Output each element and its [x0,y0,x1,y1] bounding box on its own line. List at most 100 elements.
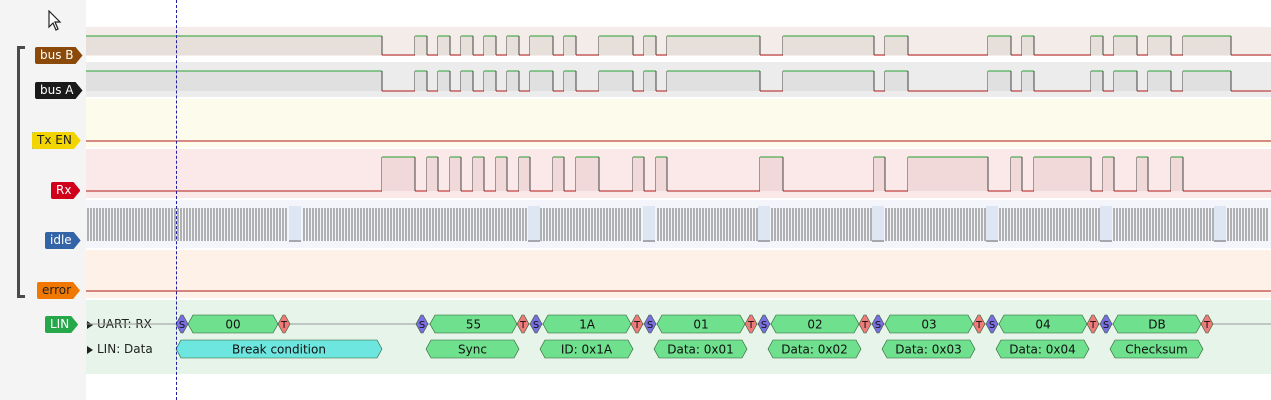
lin-field-label: ID: 0x1A [561,343,613,357]
uart-byte-label: 55 [466,318,481,332]
uart-start-marker [985,314,999,334]
channel-tag-bus-a[interactable]: bus A [35,82,83,99]
rx-high-fill [908,157,988,191]
time-cursor[interactable] [176,0,177,400]
rx-high-fill [1137,157,1148,191]
rx-high-fill [1171,157,1183,191]
uart-start-marker [643,314,657,334]
uart-stop-marker-label: T [280,320,288,331]
uart-stop-marker [744,314,758,334]
bus-b-wave-high-fill [484,36,496,55]
lin-lane [86,300,1271,374]
bus-a-wave-high-fill [1148,71,1171,91]
bus-a-wave-high-fill [438,71,450,91]
rx-high-fill [656,157,667,191]
rx-high-fill [760,157,783,191]
lin-field [1109,339,1204,359]
uart-start-marker-label: S [533,320,539,331]
bus-a-wave-high-fill [1022,71,1034,91]
uart-stop-marker [1086,314,1100,334]
bus-b-wave-high-fill [1022,36,1034,55]
uart-byte-label: 02 [807,318,822,332]
bus-b-wave-high-fill [1183,36,1231,55]
uart-start-marker-label: S [989,320,995,331]
lin-field-label: Break condition [232,343,326,357]
bus-b-wave-high-fill [667,36,760,55]
rx-high-fill [553,157,564,191]
rx-high-fill [1011,157,1022,191]
uart-byte-label: 01 [693,318,708,332]
uart-start-marker-label: S [875,320,881,331]
uart-start-marker-label: S [179,320,185,331]
uart-stop-marker-label: T [861,320,869,331]
bus-b-wave-high-fill [988,36,1011,55]
uart-start-marker [1099,314,1113,334]
lin-field-label: Data: 0x04 [1009,343,1076,357]
expand-triangle-icon[interactable] [87,345,93,354]
uart-byte-label: 00 [225,318,240,332]
uart-stop-marker [516,314,530,334]
bus-a-wave-high-fill [599,71,633,91]
lin-field [995,339,1090,359]
idle-gap [986,206,998,242]
decoder-lin-data[interactable]: LIN: Data [87,341,153,357]
uart-stop-marker [1200,314,1214,334]
idle-gap [758,206,770,242]
lin-field [767,339,862,359]
decoder-lin-data-label: LIN: Data [97,342,153,356]
idle-gap [528,206,540,242]
bus-a-wave-high-fill [1183,71,1231,91]
bus-a-wave-high-fill [484,71,496,91]
channel-tag-bus-b[interactable]: bus B [35,47,83,64]
rx-high-fill [496,157,507,191]
lin-field [425,339,520,359]
uart-byte-label: DB [1148,318,1165,332]
mouse-pointer-icon [48,10,62,31]
uart-start-marker [415,314,429,334]
uart-stop-marker-label: T [975,320,983,331]
bus-a-wave-high-fill [530,71,553,91]
bus-b-wave-high-fill [507,36,519,55]
bus-a-wave-high-fill [1114,71,1137,91]
uart-start-marker [871,314,885,334]
bus-a-wave-high-fill [507,71,519,91]
lin-field-label: Data: 0x01 [667,343,734,357]
bus-b-wave-high-fill [783,36,874,55]
idle-gap [872,206,884,242]
uart-start-marker-label: S [647,320,653,331]
idle-gap [1214,206,1226,242]
channel-tag-error[interactable]: error [37,282,80,299]
bus-a-wave-high-fill [86,71,382,91]
lin-field-label: Checksum [1125,343,1187,357]
channel-tag-tx-en[interactable]: Tx EN [32,132,81,149]
channel-tag-lin[interactable]: LIN [45,316,78,333]
lin-field [539,339,634,359]
lin-field-label: Data: 0x02 [781,343,848,357]
rx-high-fill [1103,157,1114,191]
idle-gap [1100,206,1112,242]
uart-byte-label: 03 [921,318,936,332]
channel-tag-rx[interactable]: Rx [51,182,80,199]
channel-group-bracket [17,46,25,298]
channel-tag-idle[interactable]: idle [45,232,81,249]
left-pane [0,0,86,400]
uart-start-marker-label: S [419,320,425,331]
rx-high-fill [576,157,599,191]
uart-stop-marker [972,314,986,334]
bus-a-wave-high-fill [461,71,473,91]
bus-a-wave-high-fill [667,71,760,91]
idle-gap [289,206,301,242]
uart-byte-label: 1A [579,318,596,332]
bus-b-wave-high-fill [1114,36,1137,55]
uart-stop-marker-label: T [633,320,641,331]
bus-b-wave-high-fill [1148,36,1171,55]
lin-field-label: Sync [458,343,487,357]
lin-field [881,339,976,359]
bus-b-wave-high-fill [530,36,553,55]
uart-byte-label: 04 [1035,318,1050,332]
bus-b-wave-high-fill [644,36,656,55]
uart-start-marker [757,314,771,334]
bus-a-wave-high-fill [644,71,656,91]
lin-field [175,339,383,359]
